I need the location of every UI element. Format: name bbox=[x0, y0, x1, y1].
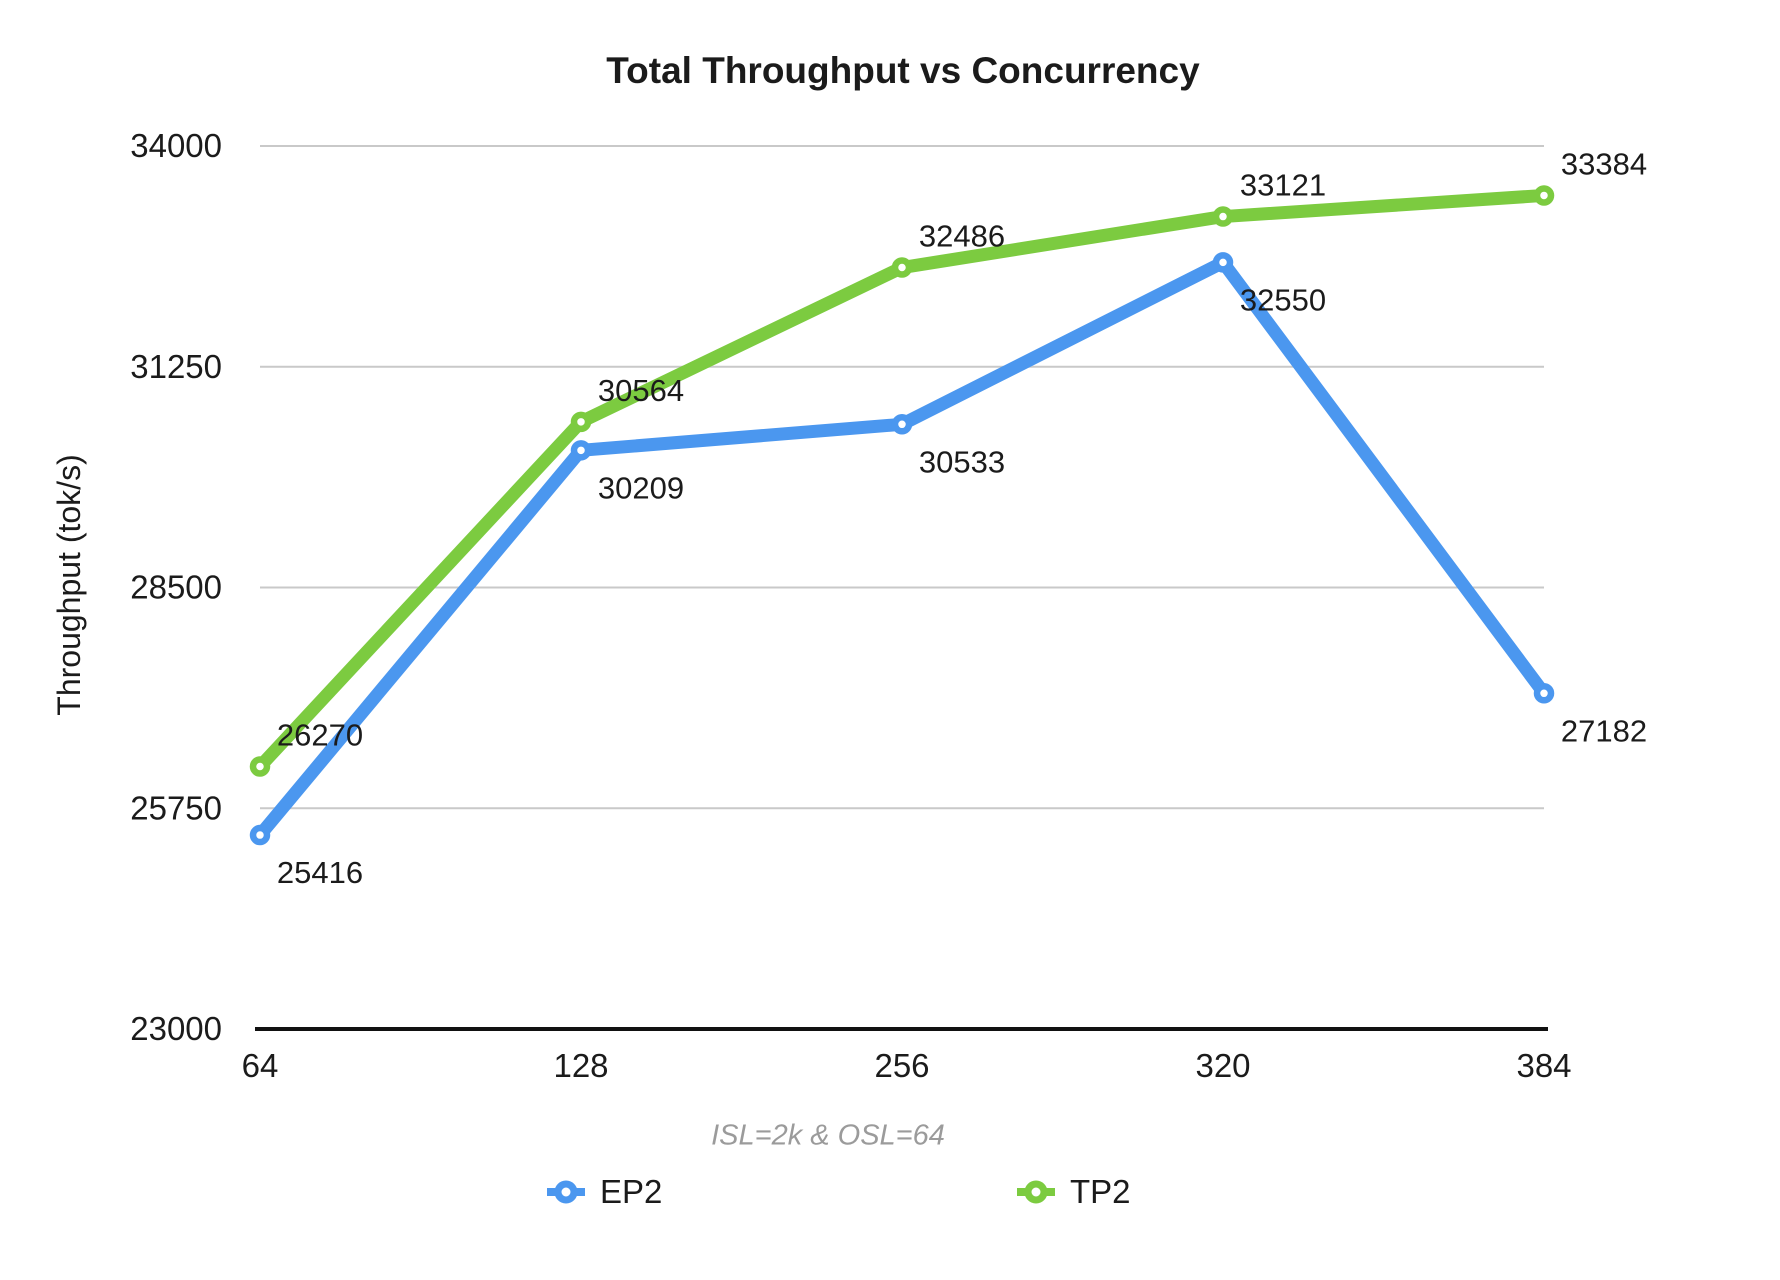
data-point-tp2 bbox=[891, 257, 913, 278]
chart-title: Total Throughput vs Concurrency bbox=[606, 50, 1200, 91]
legend-item-ep2: EP2 bbox=[546, 1173, 662, 1211]
tp2-legend-marker bbox=[1017, 1180, 1055, 1204]
legend-label-tp2: TP2 bbox=[1070, 1173, 1131, 1210]
y-tick-label: 25750 bbox=[130, 789, 222, 826]
x-tick-label: 64 bbox=[242, 1047, 279, 1084]
data-label-tp2: 33384 bbox=[1561, 146, 1647, 181]
data-point-tp2 bbox=[570, 411, 592, 433]
data-point-ep2 bbox=[891, 414, 913, 435]
y-tick-label: 23000 bbox=[130, 1010, 222, 1047]
x-tick-label: 256 bbox=[874, 1047, 929, 1084]
data-point-ep2 bbox=[249, 824, 271, 846]
data-label-ep2: 32550 bbox=[1240, 282, 1326, 317]
data-point-tp2 bbox=[1533, 185, 1555, 206]
y-axis-title: Throughput (tok/s) bbox=[51, 454, 87, 715]
data-point-ep2 bbox=[1533, 683, 1555, 704]
data-point-tp2 bbox=[1212, 206, 1234, 227]
data-label-tp2: 30564 bbox=[598, 373, 684, 408]
y-tick-label: 31250 bbox=[130, 348, 222, 385]
data-label-ep2: 30209 bbox=[598, 470, 684, 505]
data-point-ep2 bbox=[570, 440, 592, 461]
data-point-tp2 bbox=[249, 756, 271, 777]
legend-label-ep2: EP2 bbox=[600, 1173, 663, 1210]
series-line-tp2 bbox=[253, 188, 1551, 774]
data-label-ep2: 25416 bbox=[277, 855, 363, 890]
x-tick-label: 384 bbox=[1516, 1047, 1571, 1084]
data-label-tp2: 26270 bbox=[277, 718, 363, 753]
data-label-tp2: 32486 bbox=[919, 219, 1005, 254]
x-tick-label: 128 bbox=[553, 1047, 608, 1084]
chart-subtitle: ISL=2k & OSL=64 bbox=[711, 1119, 945, 1152]
data-label-ep2: 30533 bbox=[919, 444, 1005, 479]
x-tick-label: 320 bbox=[1195, 1047, 1250, 1084]
y-tick-label: 28500 bbox=[130, 569, 222, 606]
y-tick-label: 34000 bbox=[130, 127, 222, 164]
ep2-legend-marker bbox=[547, 1180, 585, 1204]
data-point-ep2 bbox=[1212, 252, 1234, 273]
data-label-tp2: 33121 bbox=[1240, 168, 1326, 203]
legend-item-tp2: TP2 bbox=[1016, 1173, 1131, 1211]
data-label-ep2: 27182 bbox=[1561, 713, 1647, 748]
series-line-ep2 bbox=[253, 255, 1551, 842]
